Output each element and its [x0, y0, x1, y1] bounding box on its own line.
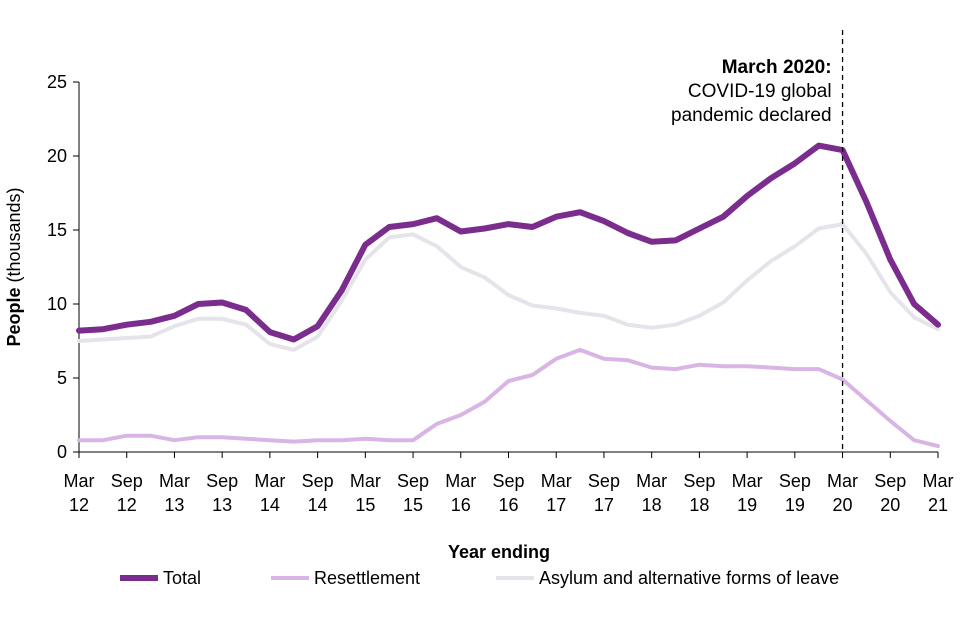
x-tick-label-year: 21 [928, 495, 948, 515]
x-tick-label-year: 13 [164, 495, 184, 515]
x-tick-label-year: 16 [451, 495, 471, 515]
x-tick-label-month: Mar [254, 471, 285, 491]
x-tick-label-year: 19 [785, 495, 805, 515]
x-tick-label-year: 14 [260, 495, 280, 515]
annotation-line-2: pandemic declared [671, 105, 832, 126]
x-tick-label-month: Sep [588, 471, 620, 491]
x-tick-label-year: 18 [689, 495, 709, 515]
x-tick-label-month: Mar [732, 471, 763, 491]
x-tick-label-year: 15 [355, 495, 375, 515]
series-line-total [76, 142, 941, 343]
x-tick-label-month: Mar [350, 471, 381, 491]
x-tick-label-month: Sep [111, 471, 143, 491]
series-line-resettlement [77, 347, 940, 449]
y-ticks: 0 5 10 15 20 25 [47, 72, 79, 462]
x-tick-label-year: 20 [880, 495, 900, 515]
series-lines [76, 142, 941, 449]
legend-label: Resettlement [314, 568, 420, 588]
series-line-asylum [77, 222, 940, 352]
x-tick-label-year: 15 [403, 495, 423, 515]
x-tick-label-month: Sep [492, 471, 524, 491]
y-axis-label-rest: (thousands) [4, 187, 24, 287]
x-tick-label-year: 17 [594, 495, 614, 515]
y-tick-label: 15 [47, 220, 67, 240]
axes [78, 82, 938, 453]
x-tick-label-month: Mar [64, 471, 95, 491]
x-tick-label-month: Mar [923, 471, 954, 491]
y-axis-label-bold: People [4, 288, 24, 347]
x-tick-label-month: Sep [683, 471, 715, 491]
legend: Total Resettlement Asylum and alternative … [120, 568, 839, 588]
x-tick-label-year: 17 [546, 495, 566, 515]
annotation: March 2020: COVID-19 global pandemic dec… [671, 30, 844, 452]
annotation-title: March 2020: [722, 57, 832, 78]
legend-label: Asylum and alternative forms of leave [539, 568, 839, 588]
x-tick-label-month: Sep [206, 471, 238, 491]
x-tick-label-month: Sep [779, 471, 811, 491]
x-tick-label-year: 20 [833, 495, 853, 515]
y-axis-label: People (thousands) [4, 187, 24, 346]
y-tick-label: 20 [47, 146, 67, 166]
x-tick-label-month: Mar [827, 471, 858, 491]
x-tick-label-month: Mar [541, 471, 572, 491]
x-tick-label-year: 12 [69, 495, 89, 515]
x-tick-label-year: 14 [308, 495, 328, 515]
x-tick-label-month: Sep [397, 471, 429, 491]
x-ticks: Mar 12 Sep 12 Mar 13 Sep 13 Mar 14 Sep 14 Mar 15 Sep 15… [64, 452, 954, 515]
x-tick-label-year: 16 [498, 495, 518, 515]
x-tick-label-year: 18 [642, 495, 662, 515]
y-tick-label: 0 [57, 442, 67, 462]
x-tick-label-month: Sep [302, 471, 334, 491]
x-axis-label: Year ending [448, 542, 550, 562]
x-tick-label-year: 19 [737, 495, 757, 515]
y-tick-label: 10 [47, 294, 67, 314]
x-tick-label-year: 12 [117, 495, 137, 515]
legend-label: Total [163, 568, 201, 588]
x-tick-label-month: Mar [445, 471, 476, 491]
x-tick-label-month: Mar [636, 471, 667, 491]
y-tick-label: 5 [57, 368, 67, 388]
annotation-line-1: COVID-19 global [688, 81, 832, 102]
x-tick-label-month: Sep [874, 471, 906, 491]
x-tick-label-year: 13 [212, 495, 232, 515]
x-tick-label-month: Mar [159, 471, 190, 491]
y-tick-label: 25 [47, 72, 67, 92]
